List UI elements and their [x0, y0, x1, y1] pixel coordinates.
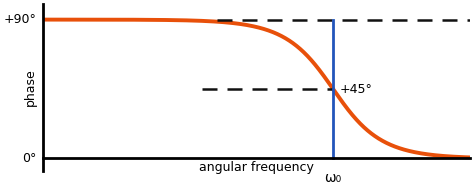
X-axis label: angular frequency: angular frequency — [199, 161, 314, 174]
Text: +45°: +45° — [339, 83, 373, 96]
Text: 0°: 0° — [22, 152, 36, 165]
Y-axis label: phase: phase — [24, 69, 37, 106]
Text: ω₀: ω₀ — [325, 171, 342, 185]
Text: +90°: +90° — [3, 13, 36, 26]
